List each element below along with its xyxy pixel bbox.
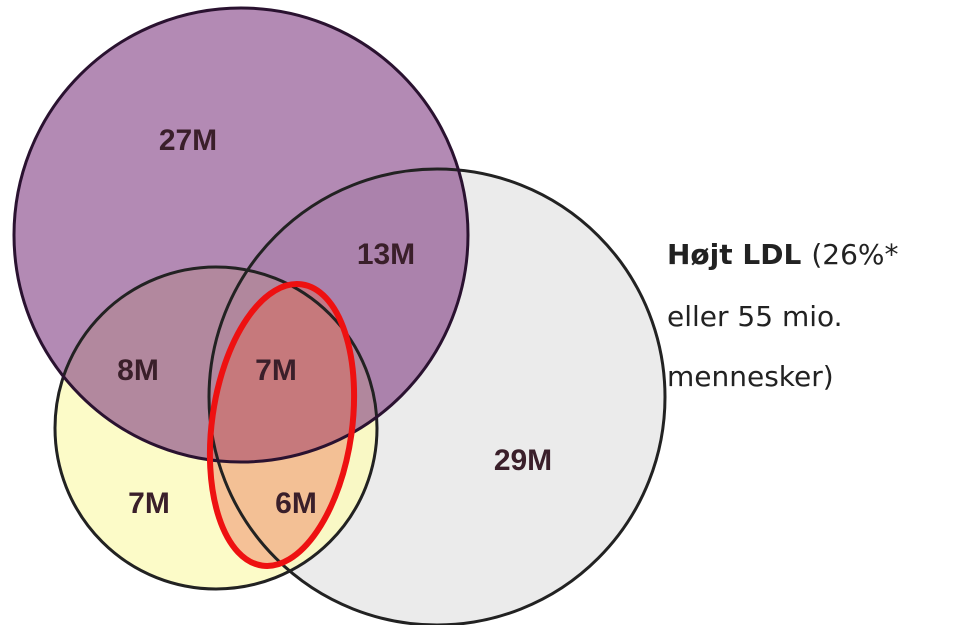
yellow-outline: [53, 265, 379, 591]
legend-line: eller 55 mio.: [667, 300, 843, 333]
region-label: 6M: [275, 487, 317, 520]
highlight-fill: [209, 284, 355, 566]
region-label: 7M: [128, 487, 170, 520]
region-label: 29M: [494, 444, 552, 477]
region-label: 13M: [357, 238, 415, 271]
legend-title: Højt LDL: [667, 238, 801, 271]
region-label: 8M: [117, 354, 159, 387]
legend-line: Højt LDL (26%*: [667, 238, 899, 271]
gray-outline: [207, 167, 667, 625]
region-label: 27M: [159, 124, 217, 157]
highlight-ellipse: [206, 281, 358, 569]
legend-line: mennesker): [667, 360, 834, 393]
region-label: 7M: [255, 354, 297, 387]
legend-detail: (26%*: [811, 238, 898, 271]
purple-outline: [12, 6, 470, 464]
